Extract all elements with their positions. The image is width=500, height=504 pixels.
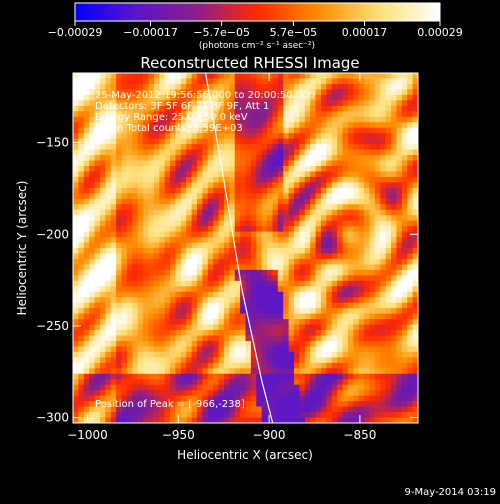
chart-title: Reconstructed RHESSI Image [140,54,359,72]
colorbar-unit-label: (photons cm⁻² s⁻¹ asec⁻²) [199,41,315,51]
info-line-energy: Energy Range: 25.0 - 50.0 keV [95,112,248,123]
x-tick-label-1: −950 [162,428,195,442]
colorbar-tick-label-5: 0.00029 [417,26,463,39]
colorbar-tick-label-2: −5.7e−05 [193,26,250,39]
colorbar-tick-label-3: 5.7e−05 [270,26,317,39]
x-tick-label-3: −850 [343,428,376,442]
colorbar-tick-label-1: −0.00017 [123,26,178,39]
y-tick-label-2: −250 [36,319,69,333]
y-axis-ticks: −150 −200 −250 −300 [36,136,418,425]
y-axis-title: Heliocentric Y (arcsec) [15,181,29,316]
y-tick-label-3: −300 [36,411,69,425]
info-line-time: 25-May-2012 19:56:56.000 to 20:00:50.000 [95,90,315,101]
x-tick-label-0: −1000 [67,428,108,442]
y-tick-label-1: −200 [36,227,69,241]
peak-position-label: Position of Peak = [-966,-238] [95,399,245,410]
info-block: 25-May-2012 19:56:56.000 to 20:00:50.000… [95,90,315,134]
colorbar [74,2,441,22]
x-axis-ticks: −1000 −950 −900 −850 [67,73,376,442]
colorbar-ticks: −0.00029 −0.00017 −5.7e−05 5.7e−05 0.00017 0.… [48,21,463,39]
x-tick-label-2: −900 [253,428,286,442]
footer-date: 9-May-2014 03:19 [404,487,496,498]
info-line-clean-counts: Clean Total counts: 3.59E+03 [95,123,243,134]
heatmap-image [73,73,418,423]
y-tick-label-0: −150 [36,136,69,150]
colorbar-tick-label-0: −0.00029 [48,26,103,39]
solar-limb-curve [205,73,274,423]
plot-frame [72,72,419,424]
colorbar-tick-label-4: 0.00017 [342,26,388,39]
info-line-detectors: Detectors: 3F 5F 6F 7F 8F 9F, Att 1 [95,101,269,112]
x-axis-title: Heliocentric X (arcsec) [177,448,313,462]
